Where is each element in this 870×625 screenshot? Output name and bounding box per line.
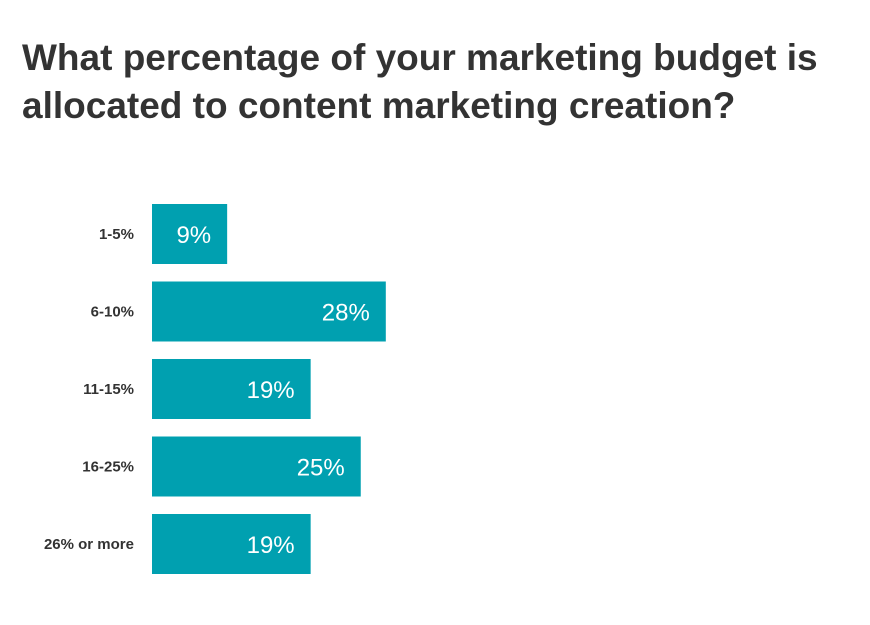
bar-0 [152, 204, 228, 264]
value-label-0: 9% [176, 222, 211, 249]
category-label-1: 6-10% [91, 304, 134, 321]
bar-2 [152, 359, 311, 419]
value-label-1: 28% [322, 300, 370, 327]
category-label-2: 11-15% [83, 381, 134, 398]
value-label-4: 19% [247, 532, 295, 559]
bar-4 [152, 514, 311, 574]
value-label-3: 25% [297, 455, 345, 482]
value-label-2: 19% [247, 377, 295, 404]
bar-3 [152, 436, 361, 497]
bar-1 [152, 281, 386, 342]
category-label-3: 16-25% [82, 459, 134, 476]
category-label-0: 1-5% [99, 226, 134, 243]
chart-title: What percentage of your marketing budget… [22, 37, 818, 126]
category-label-4: 26% or more [44, 536, 134, 553]
